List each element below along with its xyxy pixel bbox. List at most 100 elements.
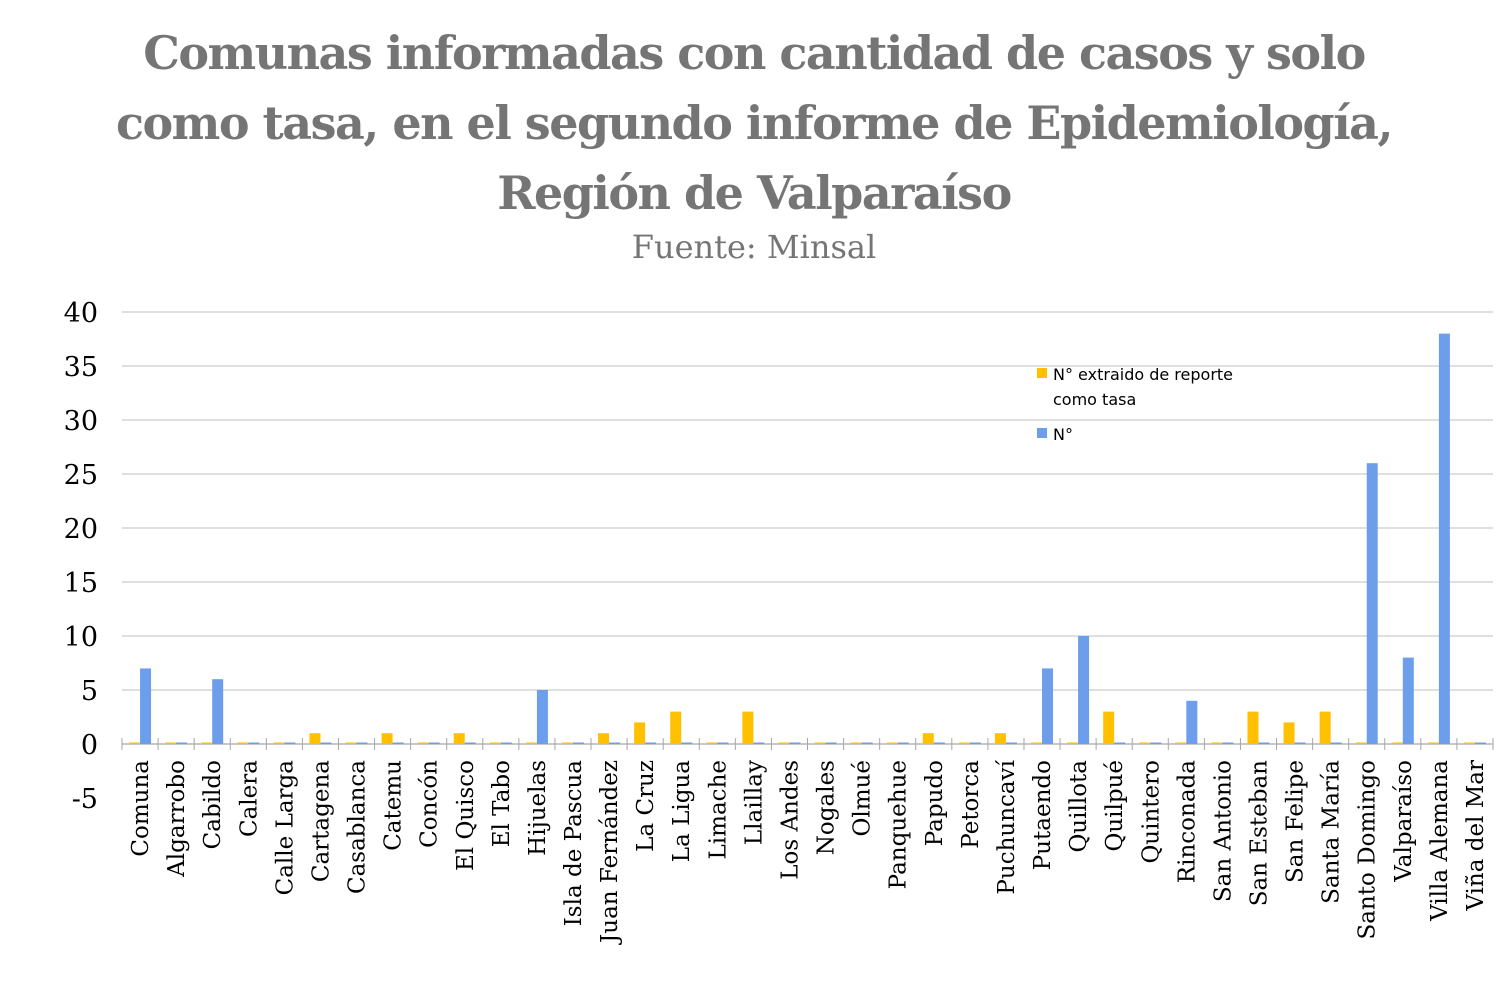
x-tick-label: Catemu [381, 760, 407, 851]
bar-tasa [561, 742, 573, 744]
bar-n [140, 668, 152, 744]
bar-n [248, 742, 260, 744]
bar-n [1366, 463, 1378, 744]
bar-n [609, 742, 621, 744]
x-tick-label: San Antonio [1210, 760, 1236, 902]
bar-tasa [814, 742, 826, 744]
bar-tasa [634, 722, 646, 744]
bar-tasa [1211, 742, 1223, 744]
bar-n [897, 742, 909, 744]
bar-tasa [1355, 742, 1367, 744]
x-tick-label: Cartagena [308, 760, 334, 882]
bar-tasa [129, 742, 141, 744]
x-tick-label: Algarrobo [164, 760, 190, 878]
bar-n [1258, 742, 1270, 744]
bar-n [1222, 742, 1234, 744]
bar-tasa [1391, 742, 1403, 744]
x-tick-label: Los Andes [777, 760, 803, 880]
bar-tasa [1031, 742, 1043, 744]
chart-title-line-1: Comunas informadas con cantidad de casos… [143, 26, 1366, 80]
bar-n [825, 742, 837, 744]
bar-tasa [1319, 711, 1331, 744]
bar-tasa [886, 742, 898, 744]
bar-tasa [850, 742, 862, 744]
chart-subtitle: Fuente: Minsal [631, 228, 877, 266]
y-tick-label: 25 [64, 460, 98, 491]
x-tick-label: Papudo [922, 760, 948, 846]
bar-tasa [201, 742, 213, 744]
x-tick-label: Putaendo [1030, 760, 1056, 870]
bar-tasa [165, 742, 177, 744]
bar-n [356, 742, 368, 744]
bar-n [320, 742, 332, 744]
bar-tasa [1427, 742, 1439, 744]
x-tick-label: Calera [236, 760, 262, 837]
bar-tasa [706, 742, 718, 744]
x-tick-label: El Tabo [489, 760, 515, 847]
x-tick-label: Nogales [814, 760, 840, 855]
bar-n [933, 742, 945, 744]
y-tick-label: -5 [72, 784, 98, 815]
y-tick-label: 15 [64, 568, 98, 599]
bar-n [717, 742, 729, 744]
x-tick-label: Quintero [1138, 760, 1164, 864]
x-tick-label: Juan Fernández [597, 760, 623, 945]
x-tick-label: Panquehue [886, 760, 912, 889]
x-tick-label: Valparaíso [1391, 760, 1417, 883]
bar-tasa [489, 742, 501, 744]
legend-label: N° extraido de reporte [1053, 365, 1233, 384]
bar-n [861, 742, 873, 744]
x-tick-label: Calle Larga [272, 760, 298, 896]
x-tick-label: San Esteban [1246, 760, 1272, 906]
chart-title-line-3: Región de Valparaíso [497, 166, 1012, 220]
x-tick-label: Puchuncaví [994, 759, 1020, 894]
bar-tasa [237, 742, 249, 744]
bar-n [1186, 700, 1198, 744]
bar-n [1294, 742, 1306, 744]
bar-n [753, 742, 765, 744]
bar-tasa [1247, 711, 1259, 744]
bar-tasa [1463, 742, 1475, 744]
bar-n [284, 742, 296, 744]
bar-n [681, 742, 693, 744]
bar-tasa [1283, 722, 1295, 744]
bar-n [176, 742, 188, 744]
x-tick-label: El Quisco [453, 760, 479, 871]
y-tick-label: 0 [81, 730, 98, 761]
bar-n [1330, 742, 1342, 744]
bar-tasa [345, 742, 357, 744]
bar-tasa [1103, 711, 1115, 744]
bar-n [1474, 742, 1486, 744]
legend-swatch [1037, 368, 1047, 378]
chart-title-line-2: como tasa, en el segundo informe de Epid… [115, 96, 1394, 150]
bar-tasa [994, 733, 1006, 744]
bar-n [212, 679, 224, 744]
bar-n [1402, 657, 1414, 744]
bar-n [1078, 636, 1090, 744]
bar-n [1114, 742, 1126, 744]
x-tick-label: San Felipe [1283, 760, 1309, 883]
y-tick-label: 10 [64, 622, 98, 653]
bar-n [1042, 668, 1054, 744]
y-tick-label: 20 [64, 514, 98, 545]
bar-tasa [453, 733, 465, 744]
bar-n [536, 690, 548, 744]
bar-tasa [525, 742, 537, 744]
legend-label: como tasa [1053, 390, 1136, 409]
bar-tasa [381, 733, 393, 744]
bar-tasa [598, 733, 610, 744]
bar-tasa [273, 742, 285, 744]
bar-n [969, 742, 981, 744]
bar-n [392, 742, 404, 744]
bar-n [645, 742, 657, 744]
x-tick-label: Quilpué [1102, 760, 1128, 852]
x-tick-label: Santa María [1319, 760, 1345, 904]
x-tick-label: Quillota [1066, 760, 1092, 853]
bar-tasa [417, 742, 429, 744]
x-tick-label: Petorca [958, 760, 984, 849]
x-tick-label: La Cruz [633, 760, 659, 852]
y-tick-label: 35 [64, 352, 98, 383]
x-tick-label: Olmué [850, 760, 876, 836]
bar-n [428, 742, 440, 744]
legend-label: N° [1053, 425, 1073, 444]
